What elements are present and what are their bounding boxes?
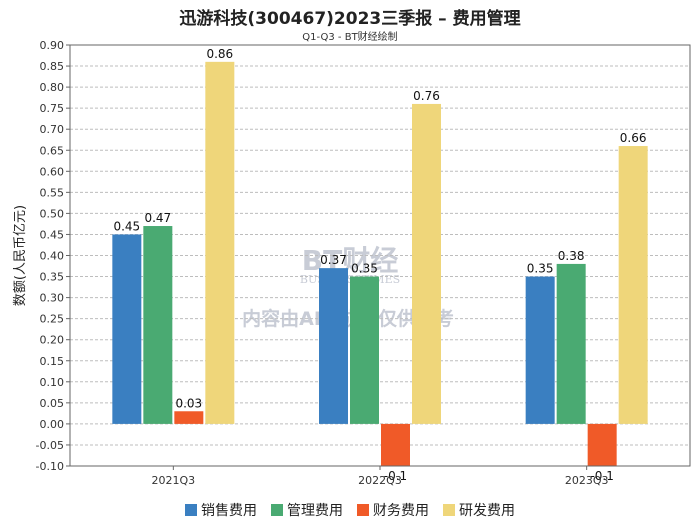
chart-subtitle: Q1-Q3 - BT财经绘制 (302, 32, 398, 43)
bar-sales-2023Q3 (525, 276, 555, 424)
legend-item-rnd: 研发费用 (443, 500, 515, 520)
x-tick-label: 2023Q3 (565, 474, 609, 487)
legend-swatch-admin (271, 504, 283, 516)
legend-label-rnd: 研发费用 (459, 503, 515, 519)
y-tick-label: 0.20 (40, 334, 65, 347)
plot-frame (69, 44, 691, 467)
y-tick-label: 0.75 (40, 102, 65, 115)
plot-border (69, 44, 691, 467)
data-label-sales-2021Q3: 0.45 (113, 219, 140, 233)
bar-rnd-2023Q3 (618, 146, 648, 424)
legend-swatch-rnd (443, 504, 455, 516)
legend: 销售费用 管理费用 财务费用 研发费用 (0, 500, 700, 520)
data-label-admin-2022Q3: 0.35 (351, 262, 378, 276)
data-label-admin-2023Q3: 0.38 (558, 249, 585, 263)
y-tick-label: -0.05 (36, 439, 64, 452)
bar-admin-2022Q3 (350, 276, 379, 424)
x-axis-ticks: 2021Q3 2022Q3 2023Q3 (152, 466, 609, 487)
legend-label-admin: 管理费用 (287, 503, 343, 519)
data-labels: 0.45 0.47 0.03 0.86 0.37 0.35 -0.1 0.76 0.35 0.38… (113, 47, 646, 483)
y-tick-label: 0.25 (40, 313, 65, 326)
y-tick-label: -0.10 (36, 460, 64, 473)
y-axis-ticks: 0.90 0.85 0.80 0.75 0.70 0.65 0.60 0.55 0.50 0.45… (36, 39, 70, 473)
y-tick-label: 0.05 (40, 397, 65, 410)
y-tick-label: 0.55 (40, 186, 65, 199)
bar-admin-2023Q3 (556, 263, 586, 424)
y-tick-label: 0.40 (40, 250, 65, 263)
legend-item-finance: 财务费用 (357, 500, 429, 520)
watermark-logo: BT财经 (302, 244, 398, 277)
y-tick-label: 0.50 (40, 207, 65, 220)
legend-swatch-finance (357, 504, 369, 516)
bar-finance-2022Q3 (381, 423, 410, 466)
data-label-finance-2022Q3: -0.1 (384, 469, 407, 483)
y-tick-label: 0.30 (40, 292, 65, 305)
bar-sales-2022Q3 (319, 268, 348, 424)
legend-item-admin: 管理费用 (271, 500, 343, 520)
x-tick-label: 2021Q3 (152, 474, 196, 487)
y-tick-label: 0.90 (40, 39, 65, 52)
bar-sales-2021Q3 (112, 234, 142, 424)
bar-chart: BT财经BUSINESSTIMES内容由AI生成，仅供参考 0.900.850.… (13, 39, 691, 487)
y-tick-label: 0.00 (40, 418, 65, 431)
data-label-sales-2023Q3: 0.35 (527, 262, 554, 276)
y-tick-label: 0.35 (40, 271, 65, 284)
bar-rnd-2021Q3 (205, 61, 235, 424)
y-tick-label: 0.10 (40, 376, 65, 389)
legend-item-sales: 销售费用 (185, 500, 257, 520)
y-axis-label: 数额(人民币亿元) (13, 205, 28, 306)
bar-finance-2023Q3 (587, 423, 617, 466)
bar-rnd-2022Q3 (412, 103, 441, 424)
legend-label-sales: 销售费用 (201, 503, 257, 519)
y-tick-label: 0.85 (40, 60, 65, 73)
y-tick-label: 0.15 (40, 355, 65, 368)
y-tick-label: 0.60 (40, 165, 65, 178)
data-label-rnd-2022Q3: 0.76 (413, 89, 440, 103)
y-tick-label: 0.80 (40, 81, 65, 94)
data-label-admin-2021Q3: 0.47 (144, 211, 171, 225)
data-label-rnd-2021Q3: 0.86 (206, 47, 233, 61)
x-tick-label: 2022Q3 (358, 474, 402, 487)
y-tick-label: 0.65 (40, 144, 65, 157)
chart-title: 迅游科技(300467)2023三季报 – 费用管理 (179, 9, 521, 29)
legend-label-finance: 财务费用 (373, 503, 429, 519)
y-tick-label: 0.70 (40, 123, 65, 136)
bars (112, 61, 648, 466)
bar-admin-2021Q3 (143, 226, 173, 424)
legend-swatch-sales (185, 504, 197, 516)
y-tick-label: 0.45 (40, 228, 65, 241)
bar-finance-2021Q3 (174, 411, 204, 424)
data-label-sales-2022Q3: 0.37 (320, 253, 347, 267)
data-label-finance-2021Q3: 0.03 (175, 396, 202, 410)
data-label-rnd-2023Q3: 0.66 (620, 131, 647, 145)
data-label-finance-2023Q3: -0.1 (590, 469, 613, 483)
grid-lines (70, 65, 690, 467)
